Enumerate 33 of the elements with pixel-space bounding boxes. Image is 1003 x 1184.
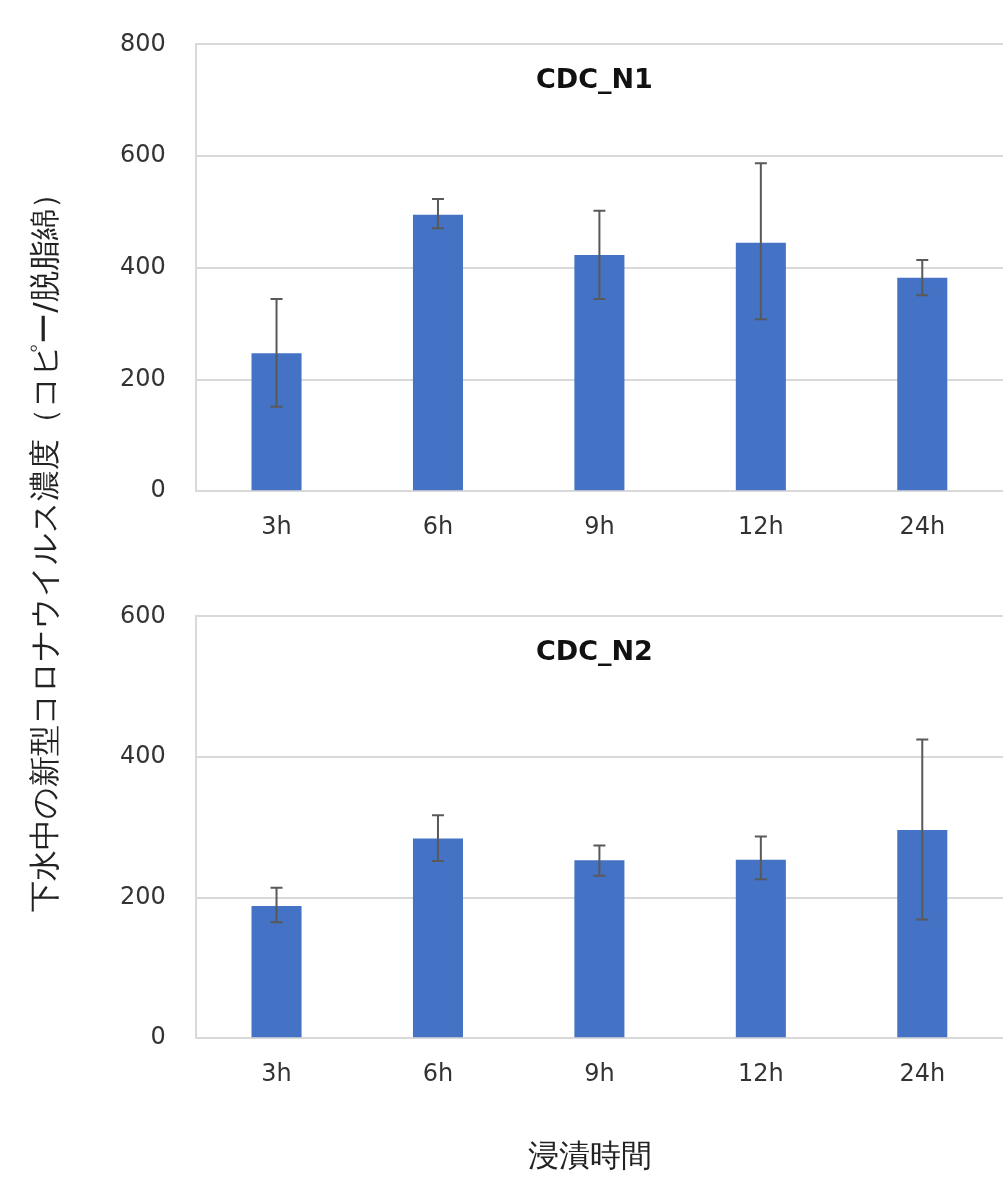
bar — [574, 254, 625, 491]
y-tick-label: 400 — [120, 252, 166, 281]
x-tick-label: 24h — [899, 511, 946, 540]
bar — [574, 860, 625, 1038]
y-tick-label: 0 — [150, 475, 166, 504]
x-tick-label: 6h — [422, 511, 454, 540]
x-tick-label: 6h — [422, 1058, 454, 1087]
bar — [735, 242, 786, 491]
text: CDC_N1 — [535, 63, 653, 95]
y-tick-label: 200 — [120, 881, 166, 910]
bar — [735, 859, 786, 1038]
x-tick-label: 3h — [261, 1058, 292, 1087]
bar — [412, 838, 463, 1038]
x-tick-label: 3h — [261, 511, 292, 540]
x-axis-title: 浸漬時間 — [527, 1136, 653, 1175]
bar — [251, 353, 302, 491]
x-tick-label: 9h — [584, 511, 615, 540]
y-tick-label: 600 — [120, 140, 166, 169]
y-tick-label: 200 — [120, 363, 166, 392]
bar — [897, 277, 948, 491]
bar — [412, 214, 463, 491]
y-tick-label: 800 — [120, 28, 166, 57]
x-tick-label: 12h — [737, 511, 784, 540]
bar — [251, 906, 302, 1038]
bar — [897, 830, 948, 1038]
x-tick-label: 9h — [584, 1058, 615, 1087]
y-tick-label: 0 — [150, 1022, 166, 1051]
text: CDC_N2 — [535, 635, 653, 667]
y-axis-title: 下水中の新型コロナウイルス濃度（コピー/脱脂綿） — [25, 178, 63, 912]
x-tick-label: 12h — [737, 1058, 784, 1087]
y-tick-label: 600 — [120, 600, 166, 629]
y-tick-label: 400 — [120, 741, 166, 770]
x-tick-label: 24h — [899, 1058, 946, 1087]
